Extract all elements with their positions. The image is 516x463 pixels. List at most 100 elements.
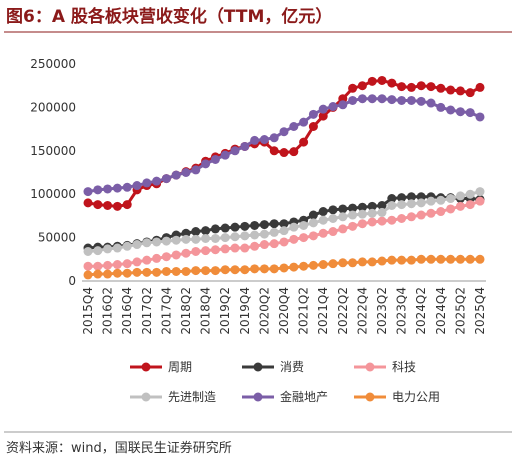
marker [397, 214, 407, 224]
marker [93, 269, 103, 279]
marker [83, 246, 93, 256]
y-tick-label: 0 [68, 274, 76, 288]
x-tick-label: 2017Q4 [159, 287, 173, 335]
marker [318, 111, 328, 121]
marker [318, 215, 328, 225]
marker [83, 270, 93, 280]
marker [377, 256, 387, 266]
marker [406, 82, 416, 92]
marker [181, 248, 191, 258]
marker [357, 257, 367, 267]
marker [348, 210, 358, 220]
y-tick-label: 150000 [30, 144, 76, 158]
marker [475, 196, 485, 206]
marker [279, 226, 289, 236]
marker [279, 148, 289, 158]
x-tick-label: 2021Q4 [316, 287, 330, 335]
marker [338, 224, 348, 234]
marker [426, 208, 436, 218]
marker [230, 265, 240, 275]
marker [387, 200, 397, 210]
marker [122, 241, 132, 251]
marker [426, 98, 436, 108]
legend-label: 先进制造 [168, 390, 216, 404]
marker [132, 240, 142, 250]
marker [152, 237, 162, 247]
marker [250, 264, 260, 274]
marker [446, 254, 456, 264]
marker [240, 141, 250, 151]
marker [455, 107, 465, 117]
source: 资料来源：wind，国联民生证券研究所 [6, 440, 232, 456]
marker [397, 255, 407, 265]
marker [416, 210, 426, 220]
marker [416, 96, 426, 106]
marker [289, 234, 299, 244]
x-tick-label: 2024Q2 [414, 287, 428, 335]
x-tick-label: 2019Q2 [218, 287, 232, 335]
marker [289, 222, 299, 232]
marker [357, 219, 367, 229]
marker [406, 255, 416, 265]
x-tick-label: 2022Q2 [336, 287, 350, 335]
marker [181, 266, 191, 276]
marker [210, 266, 220, 276]
marker [259, 240, 269, 250]
marker [171, 250, 181, 260]
marker [406, 212, 416, 222]
marker [103, 184, 113, 194]
legend-marker [253, 362, 263, 372]
marker [181, 234, 191, 244]
marker [269, 133, 279, 143]
marker [269, 146, 279, 156]
marker [250, 135, 260, 145]
marker [191, 246, 201, 256]
marker [259, 135, 269, 145]
x-tick-label: 2021Q2 [297, 287, 311, 335]
marker [426, 254, 436, 264]
marker [122, 200, 132, 210]
marker [210, 245, 220, 255]
marker [475, 254, 485, 264]
marker [93, 246, 103, 256]
marker [377, 94, 387, 104]
marker [397, 82, 407, 92]
marker [122, 182, 132, 192]
marker [201, 266, 211, 276]
marker [191, 227, 201, 237]
marker [132, 267, 142, 277]
x-tick-label: 2025Q2 [453, 287, 467, 335]
marker [475, 112, 485, 122]
marker [377, 200, 387, 210]
marker [191, 165, 201, 175]
marker [299, 117, 309, 127]
marker [259, 220, 269, 230]
marker [220, 265, 230, 275]
marker [299, 233, 309, 243]
marker [279, 263, 289, 273]
marker [387, 78, 397, 88]
marker [250, 220, 260, 230]
marker [103, 200, 113, 210]
x-tick-label: 2016Q4 [120, 287, 134, 335]
marker [171, 170, 181, 180]
marker [465, 88, 475, 98]
marker [377, 207, 387, 217]
marker [83, 198, 93, 208]
marker [142, 238, 152, 248]
series-line [87, 97, 481, 194]
marker [465, 200, 475, 210]
marker [357, 81, 367, 91]
y-tick-label: 100000 [30, 187, 76, 201]
marker [112, 243, 122, 253]
marker [191, 266, 201, 276]
marker [230, 243, 240, 253]
marker [201, 233, 211, 243]
marker [348, 258, 358, 268]
marker [250, 241, 260, 251]
marker [103, 269, 113, 279]
marker [426, 82, 436, 92]
marker [132, 257, 142, 267]
x-tick-label: 2025Q4 [473, 287, 487, 335]
